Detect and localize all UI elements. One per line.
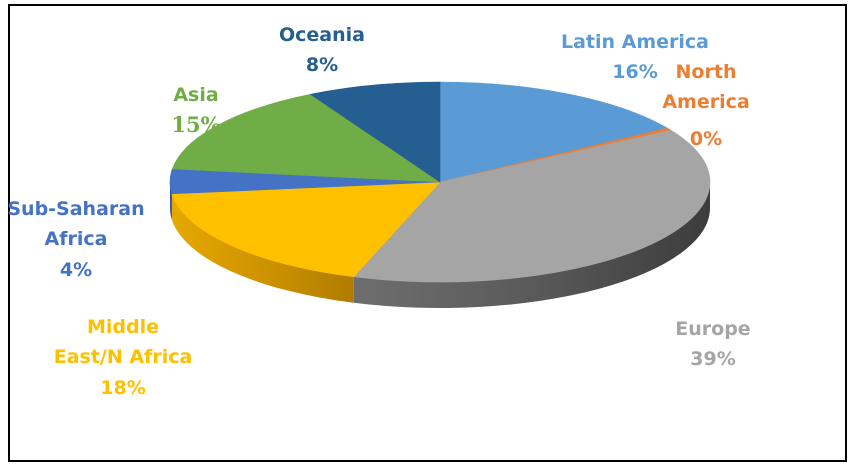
slice-labels: Latin America 16% North America 0% Europe 39% M… xyxy=(7,24,750,399)
slice-pct-middle-east-n-africa: 18% xyxy=(100,377,145,399)
slice-pct-europe: 39% xyxy=(690,348,735,370)
slice-pct-oceania: 8% xyxy=(306,54,338,76)
slice-pct-sub-saharan-africa: 4% xyxy=(60,259,92,281)
slice-pct-north-america: 0% xyxy=(690,128,722,150)
slice-label-asia: Asia xyxy=(173,84,218,106)
slice-oceania xyxy=(309,81,441,183)
slice-label-sub-saharan-africa: Sub-Saharan xyxy=(7,198,144,220)
slice-label-oceania: Oceania xyxy=(279,24,365,46)
slice-side-sub-saharan-africa xyxy=(170,182,172,220)
slice-label-middle-east-n-africa: Middle xyxy=(87,316,159,338)
pie-sides xyxy=(170,182,710,308)
slice-europe xyxy=(353,129,711,283)
slice-latin-america xyxy=(439,81,669,183)
slice-side-middle-east-n-africa xyxy=(171,193,354,303)
slice-side-europe xyxy=(353,182,710,308)
slice-pct-latin-america: 16% xyxy=(612,61,657,83)
slice-asia xyxy=(171,93,442,183)
slice-middle-east-n-africa xyxy=(171,181,441,278)
slice-label-europe: Europe xyxy=(675,318,750,340)
slice-pct-asia: 15% xyxy=(171,112,220,137)
slice-label-latin-america: Latin America xyxy=(561,31,709,53)
pie-slices xyxy=(169,81,711,283)
slice-label-middle-east-n-africa: East/N Africa xyxy=(54,346,193,368)
slice-label-north-america: America xyxy=(662,91,749,113)
slice-label-north-america: North xyxy=(676,61,737,83)
slice-label-sub-saharan-africa: Africa xyxy=(45,228,108,250)
